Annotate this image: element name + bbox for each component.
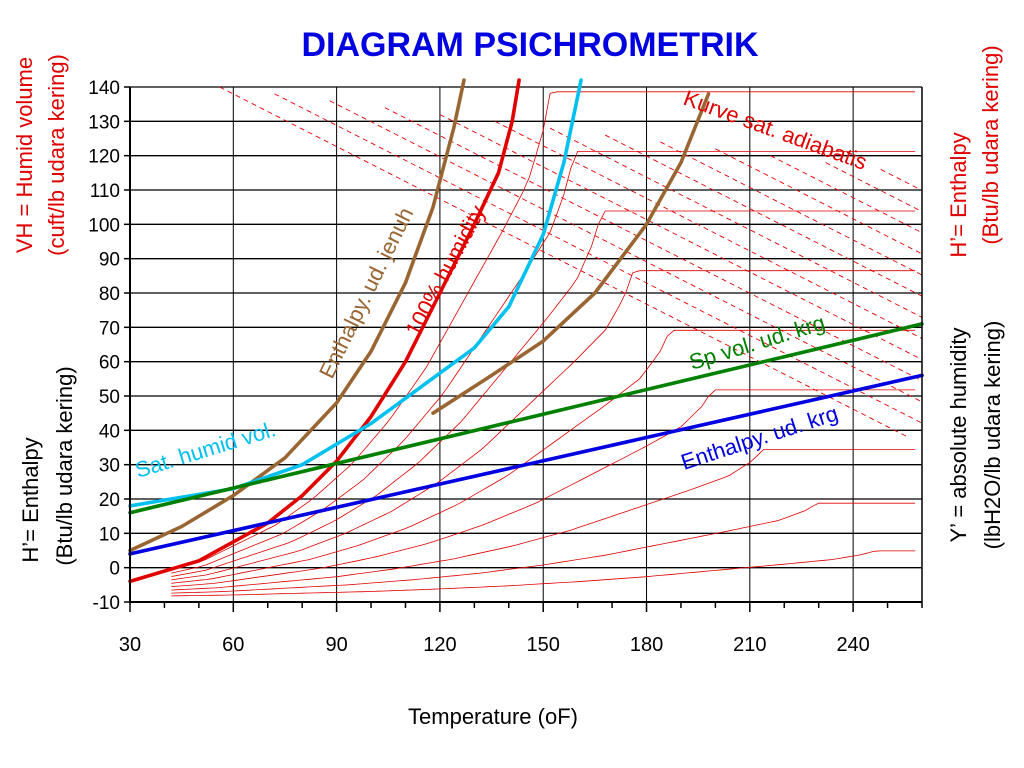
x-tick-label: 150 [527, 634, 560, 656]
y-tick-label: 80 [99, 284, 120, 305]
series-line [431, 92, 711, 416]
adiabatic-line [825, 162, 923, 212]
humidity-curve [171, 91, 916, 571]
y-tick-label: 90 [99, 250, 120, 271]
y-tick-label: 0 [109, 559, 120, 580]
humidity-curve [171, 270, 916, 581]
left-top-label: VH = Humid volume [12, 57, 37, 253]
y-tick-label: 100 [88, 215, 120, 236]
right-top-label: H’= Enthalpy [946, 132, 971, 257]
humidity-curve [171, 210, 916, 577]
humidity-curve [171, 150, 916, 574]
axes [124, 86, 923, 612]
x-tick-label: 90 [325, 634, 347, 656]
relative-humidity-curves [171, 91, 916, 597]
y-tick-label: 60 [99, 353, 120, 374]
tick-labels: 30 60 90 120 150 180 210 240 -10 0 10 20 30 40 50 60 70 8… [88, 78, 870, 656]
series-line [128, 78, 521, 584]
x-tick-label: 120 [423, 634, 456, 656]
adiabatic-line [219, 86, 909, 438]
humidity-curve [171, 550, 916, 597]
x-tick-label: 30 [119, 634, 141, 656]
adiabatic-line [384, 107, 923, 382]
data-series [128, 78, 924, 584]
adiabatic-line [329, 100, 923, 403]
y-tick-label: 20 [99, 490, 120, 511]
right-top-label-2: (Btu/lb udara kering) [978, 45, 1003, 244]
x-tick-label: 60 [222, 634, 244, 656]
left-bottom-label-2: (Btu/lb udara kering) [52, 366, 77, 565]
series-line [128, 78, 466, 553]
adiabatic-line [715, 148, 923, 255]
right-bottom-label-2: (lbH2O/lb udara kering) [980, 321, 1005, 550]
y-tick-label: 30 [99, 456, 120, 477]
series-line [128, 373, 924, 556]
x-tick-label: 180 [630, 634, 663, 656]
humidity-curve [171, 389, 916, 588]
adiabatic-line [880, 168, 923, 191]
humidity-curve [171, 329, 916, 584]
plot-area [130, 87, 922, 602]
y-tick-label: 10 [99, 524, 120, 545]
x-axis-label: Temperature (oF) [408, 704, 578, 729]
left-top-label-2: (cuft/lb udara kering) [44, 54, 69, 256]
x-tick-label: 210 [733, 634, 766, 656]
series-line [128, 78, 583, 508]
adiabatic-line [549, 127, 923, 318]
series-line [128, 322, 924, 515]
adiabatic-line [274, 93, 923, 424]
y-tick-label: -10 [93, 593, 120, 614]
adiabatic-line [660, 141, 923, 276]
y-tick-label: 40 [99, 421, 120, 442]
y-tick-label: 120 [88, 147, 120, 168]
y-tick-label: 130 [88, 112, 120, 133]
humidity-curve [171, 502, 916, 594]
grid-lines [129, 86, 922, 603]
left-bottom-label: H’= Enthalpy [18, 437, 43, 562]
adiabatic-curves [219, 86, 923, 438]
y-tick-label: 140 [88, 78, 120, 99]
adiabatic-line [439, 114, 923, 361]
chart-title: DIAGRAM PSICHROMETRIK [301, 26, 759, 64]
right-bottom-label: Y’ = absolute humidity [946, 327, 971, 542]
y-tick-label: 70 [99, 318, 120, 339]
humidity-curve [171, 449, 916, 591]
x-tick-label: 240 [836, 634, 869, 656]
y-tick-label: 50 [99, 387, 120, 408]
y-tick-label: 110 [90, 181, 120, 202]
adiabatic-line [494, 120, 923, 339]
adiabatic-line [770, 155, 923, 234]
